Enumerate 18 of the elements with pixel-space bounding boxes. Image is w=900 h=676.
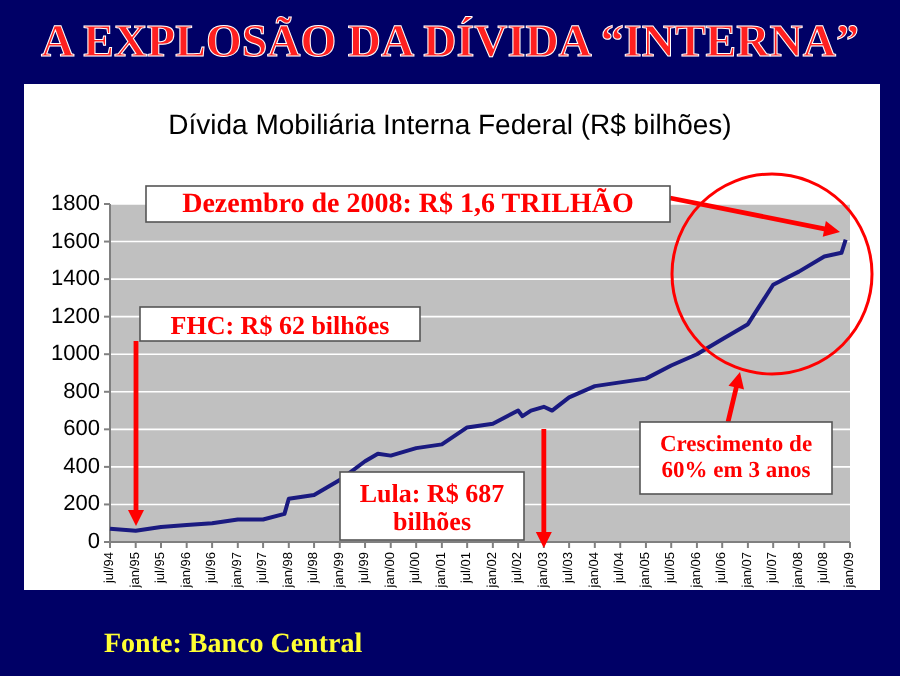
annotation: FHC: R$ 62 bilhões [170, 309, 390, 339]
y-tick-label: 1800 [51, 192, 100, 216]
source-note: Fonte: Banco Central [104, 630, 363, 660]
y-tick-label: 200 [63, 492, 100, 517]
y-tick-label: 800 [63, 379, 100, 404]
annotation: Lula: R$ 687 bilhões [359, 476, 506, 536]
annotation: Dezembro de 2008: R$ 1,6 TRILHÃO [182, 185, 635, 219]
y-tick-label: 1400 [51, 267, 100, 292]
annotation: Crescimento de 60% em 3 anos [659, 433, 813, 483]
y-tick-label: 600 [63, 417, 100, 442]
chart-title: A EXPLOSÃO DA DÍVIDA “INTERNA” [41, 16, 859, 66]
y-tick-label: 1200 [51, 304, 100, 329]
y-tick-label: 1000 [51, 342, 100, 367]
y-tick-label: 0 [87, 530, 100, 554]
y-tick-label: 1600 [51, 229, 100, 254]
line-series [108, 237, 848, 533]
y-tick-label: 400 [63, 454, 100, 479]
chart-subtitle: Dívida Mobiliária Interna Federal (R$ bilhões) [168, 108, 732, 140]
